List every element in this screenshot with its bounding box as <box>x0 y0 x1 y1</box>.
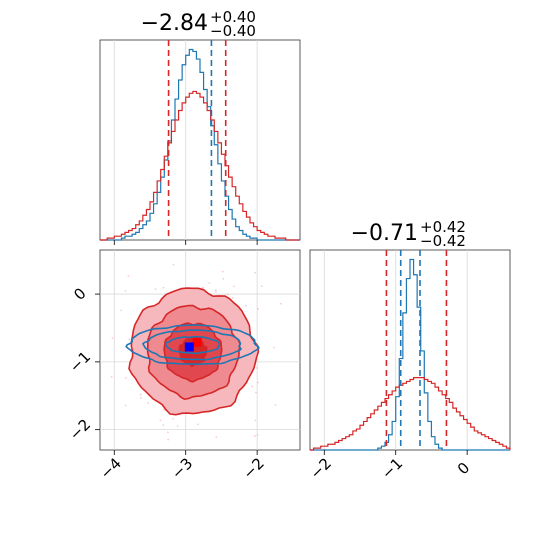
histogram-step <box>100 90 300 241</box>
sample-point <box>125 377 127 379</box>
sample-point <box>257 307 260 310</box>
marginal-histogram-param-1: −2.84 +0.40 −0.40 <box>99 8 301 245</box>
sample-point <box>111 337 114 340</box>
histogram-step <box>100 48 300 241</box>
title-param-1: −2.84 <box>141 11 208 36</box>
quantile-lines <box>385 250 448 450</box>
sample-point <box>167 438 170 441</box>
title-minus: −0.40 <box>210 22 256 40</box>
title-param-2: −0.71 <box>351 221 418 246</box>
sample-point <box>128 338 131 341</box>
sample-point <box>274 404 277 406</box>
title-plus: +0.42 <box>420 218 466 236</box>
sample-point <box>221 270 224 273</box>
sample-point <box>279 302 282 305</box>
sample-point <box>260 285 263 288</box>
sample-point <box>273 346 275 349</box>
truth-marker <box>192 337 202 347</box>
sample-point <box>139 393 142 396</box>
histograms <box>100 48 300 241</box>
sample-point <box>257 381 259 384</box>
sample-point <box>95 475 97 477</box>
title-minus: −0.42 <box>420 232 466 250</box>
sample-point <box>110 375 113 378</box>
y-tick-label: −2 <box>66 415 94 443</box>
sample-point <box>251 385 254 388</box>
sample-point <box>215 289 217 291</box>
x-tick-label: −2 <box>307 454 335 482</box>
x-tick-label: −1 <box>378 454 406 482</box>
sample-point <box>214 290 217 293</box>
histograms <box>310 258 511 451</box>
x-tick-label: 0 <box>454 459 473 478</box>
sample-point <box>118 247 120 249</box>
grid <box>113 40 258 240</box>
blue-contour-level <box>142 329 243 361</box>
blue-contour-level <box>125 324 260 366</box>
contours <box>95 241 282 477</box>
sample-point <box>231 296 234 299</box>
sample-point <box>201 286 204 289</box>
sample-point <box>159 419 162 422</box>
x-ticks: −2 −1 0 <box>307 450 473 483</box>
sample-point <box>254 419 257 422</box>
sample-point <box>215 436 218 439</box>
sample-point <box>140 397 142 399</box>
sample-point <box>253 435 256 437</box>
title-value: −0.71 <box>351 221 418 246</box>
sample-point <box>233 285 236 288</box>
x-ticks <box>113 240 258 245</box>
sample-point <box>167 431 169 434</box>
sample-point <box>256 434 259 436</box>
sample-point <box>147 402 150 404</box>
marginal-histogram-param-2: −2 −1 0 −0.71 +0.42 −0.42 <box>307 218 511 483</box>
sample-point <box>154 288 157 291</box>
title-value: −2.84 <box>141 11 208 36</box>
x-tick-label: −3 <box>168 454 196 482</box>
axes-frame <box>309 249 511 451</box>
sample-point <box>176 425 179 427</box>
sample-point <box>162 286 165 289</box>
axes-frame <box>99 39 301 241</box>
quantile-lines <box>167 40 227 240</box>
sample-point <box>162 424 165 427</box>
sample-point <box>172 417 175 420</box>
sample-point <box>255 367 258 369</box>
sample-point <box>208 281 211 284</box>
sample-point <box>254 271 257 274</box>
joint-contour-param-1-param-2: −4 −3 −2 0 −1 −2 <box>66 241 301 483</box>
sample-point <box>222 277 225 280</box>
sample-point <box>244 304 247 307</box>
sample-point <box>120 309 123 312</box>
sample-point <box>255 391 257 394</box>
y-tick-label: −1 <box>66 348 94 376</box>
sample-point <box>124 289 127 292</box>
title-plus: +0.40 <box>210 8 256 26</box>
sample-point <box>227 293 230 296</box>
blue-contour-level <box>164 335 221 355</box>
sample-point <box>124 404 127 407</box>
sample-point <box>202 241 204 243</box>
histogram-step <box>310 377 511 451</box>
sample-point <box>172 263 175 266</box>
sample-point <box>197 423 199 426</box>
sample-point <box>162 408 165 411</box>
x-tick-label: −2 <box>239 454 267 482</box>
truth-marker <box>184 342 194 352</box>
y-tick-label: 0 <box>70 284 89 303</box>
x-tick-label: −4 <box>97 454 125 482</box>
sample-point <box>127 275 130 278</box>
histogram-step <box>310 258 510 451</box>
